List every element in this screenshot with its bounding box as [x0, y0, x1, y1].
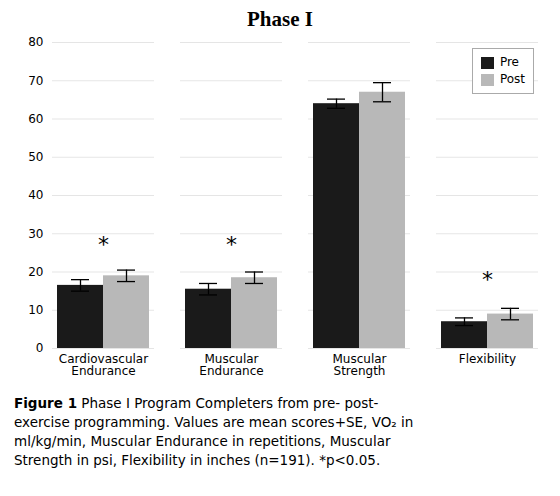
svg-text:*: * [226, 232, 237, 257]
html-text:Post: Post [499, 72, 525, 86]
svg-text:30: 30 [28, 227, 43, 241]
svg-text:CardiovascularEndurance: CardiovascularEndurance [59, 352, 148, 378]
svg-text:70: 70 [28, 74, 43, 88]
html-text:Phase I: Phase I [247, 7, 313, 31]
svg-text:20: 20 [28, 265, 43, 279]
svg-text:40: 40 [28, 188, 43, 202]
html-text:Figure 1 Phase I Program Compl: Figure 1 Phase I Program Completers from… [14, 395, 414, 468]
svg-text:50: 50 [28, 150, 43, 164]
svg-text:10: 10 [28, 303, 43, 317]
svg-text:MuscularEndurance: MuscularEndurance [199, 352, 263, 378]
svg-text:0: 0 [36, 341, 44, 355]
svg-text:60: 60 [28, 112, 43, 126]
svg-text:Flexibility: Flexibility [459, 352, 516, 366]
svg-text:80: 80 [28, 35, 43, 49]
html-text:Pre: Pre [499, 55, 519, 69]
svg-text:MuscularStrength: MuscularStrength [332, 352, 386, 378]
svg-text:*: * [98, 232, 109, 257]
svg-text:*: * [482, 267, 493, 292]
